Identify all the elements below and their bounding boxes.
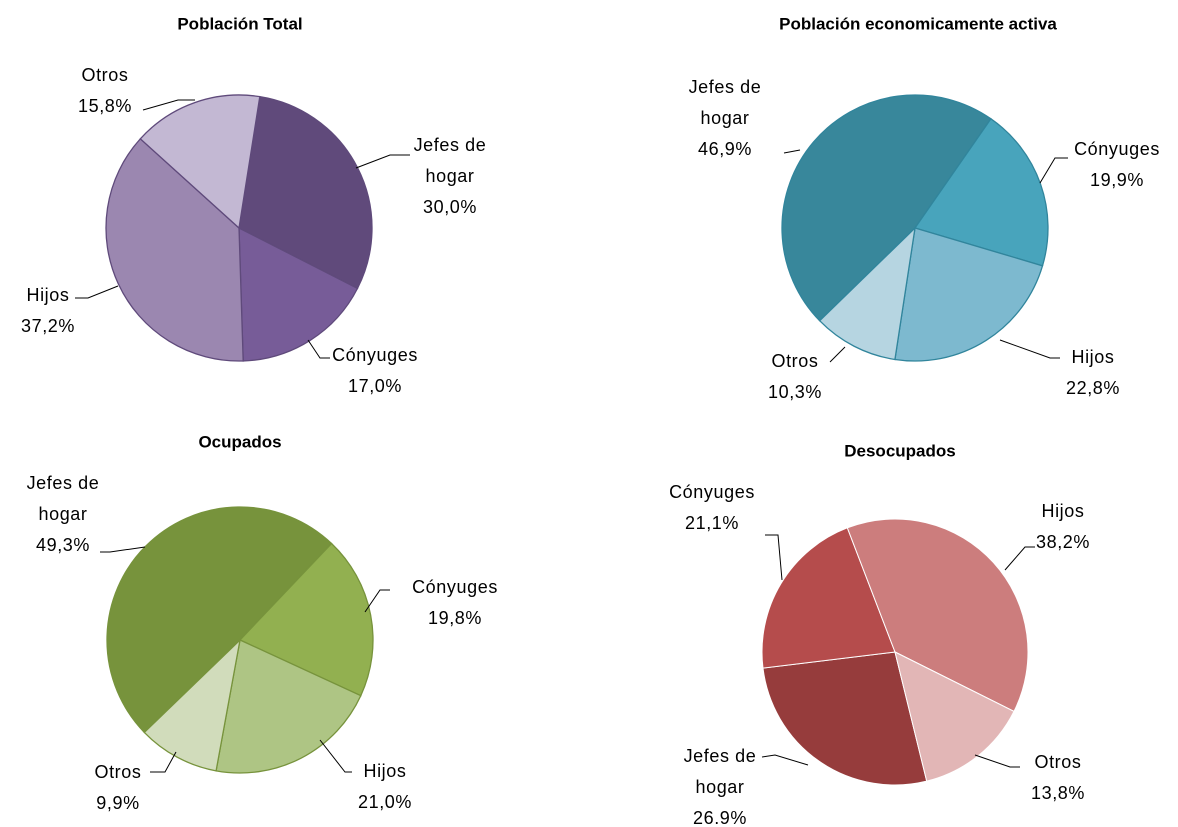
value-label: 46,9% xyxy=(697,139,753,159)
pie-slice xyxy=(762,651,928,786)
chart-title: Población economicamente activa xyxy=(779,14,1057,33)
pie-slice xyxy=(139,94,261,230)
leader-line xyxy=(761,754,809,766)
data-label: Hijos 21,0% xyxy=(330,756,440,818)
category-label: Otros xyxy=(94,762,142,782)
category-label: Cónyuges xyxy=(1074,139,1160,159)
data-label: Otros 10,3% xyxy=(740,346,850,408)
leader-line xyxy=(150,751,177,773)
data-label: Hijos 37,2% xyxy=(0,280,103,342)
category-label: Hijos xyxy=(1041,501,1085,521)
data-label: Otros 13,8% xyxy=(1003,747,1113,809)
data-label: Jefes de hogar 30,0% xyxy=(395,130,505,223)
leader-line xyxy=(783,149,801,154)
leader-line xyxy=(829,346,846,363)
data-label: Jefes de hogar 49,3% xyxy=(8,468,118,561)
value-label: 21,1% xyxy=(684,513,740,533)
data-label: Jefes de hogar 46,9% xyxy=(670,72,780,165)
data-label: Cónyuges 19,9% xyxy=(1062,134,1172,196)
data-label: Hijos 38,2% xyxy=(1008,496,1118,558)
data-label: Cónyuges 21,1% xyxy=(657,477,767,539)
category-label: Jefes de hogar xyxy=(683,746,757,797)
value-label: 49,3% xyxy=(35,535,91,555)
pie-slice xyxy=(846,518,1029,713)
value-label: 37,2% xyxy=(20,316,76,336)
category-label: Jefes de hogar xyxy=(413,135,487,186)
value-label: 30,0% xyxy=(422,197,478,217)
data-label: Otros 15,8% xyxy=(50,60,160,122)
leader-line xyxy=(142,99,195,111)
category-label: Otros xyxy=(81,65,129,85)
pie-slice xyxy=(781,94,992,322)
pie-slice xyxy=(913,117,1049,267)
category-label: Cónyuges xyxy=(669,482,755,502)
value-label: 26.9% xyxy=(692,808,748,827)
leader-line xyxy=(765,534,783,581)
category-label: Otros xyxy=(771,351,819,371)
chart-title: Población Total xyxy=(177,14,302,33)
pie-slice xyxy=(761,527,896,669)
value-label: 10,3% xyxy=(767,382,823,402)
value-label: 15,8% xyxy=(77,96,133,116)
data-label: Cónyuges 17,0% xyxy=(320,340,430,402)
pie-slice xyxy=(818,226,916,361)
leader-line xyxy=(100,546,146,553)
category-label: Hijos xyxy=(26,285,70,305)
chart-title: Ocupados xyxy=(198,432,281,451)
category-label: Jefes de hogar xyxy=(26,473,100,524)
pie-slice xyxy=(238,226,359,362)
chart-title: Desocupados xyxy=(844,441,955,460)
category-label: Hijos xyxy=(363,761,407,781)
leader-line xyxy=(355,154,410,169)
data-label: Hijos 22,8% xyxy=(1038,342,1148,404)
pie-slice xyxy=(106,506,333,734)
value-label: 19,9% xyxy=(1089,170,1145,190)
leader-line xyxy=(75,285,119,299)
leader-line xyxy=(364,589,390,613)
category-label: Hijos xyxy=(1071,347,1115,367)
leader-line xyxy=(999,339,1060,359)
pie-slice xyxy=(143,638,242,772)
value-label: 13,8% xyxy=(1030,783,1086,803)
pie-slice xyxy=(894,227,1044,362)
value-label: 17,0% xyxy=(347,376,403,396)
category-label: Cónyuges xyxy=(412,577,498,597)
value-label: 9,9% xyxy=(96,793,140,813)
category-label: Jefes de hogar xyxy=(688,77,762,128)
value-label: 38,2% xyxy=(1035,532,1091,552)
pie-slice xyxy=(105,137,244,362)
pie-slice xyxy=(215,639,362,774)
leader-line xyxy=(1039,157,1068,184)
pie-slice xyxy=(238,542,374,697)
category-label: Cónyuges xyxy=(332,345,418,365)
leader-line xyxy=(319,739,352,773)
value-label: 21,0% xyxy=(357,792,413,812)
data-label: Cónyuges 19,8% xyxy=(400,572,510,634)
leader-line xyxy=(307,339,330,359)
leader-line xyxy=(1004,546,1035,571)
data-label: Otros 9,9% xyxy=(63,757,173,819)
value-label: 19,8% xyxy=(427,608,483,628)
leader-line xyxy=(974,754,1020,768)
data-label: Jefes de hogar 26.9% xyxy=(665,741,775,827)
value-label: 22,8% xyxy=(1065,378,1121,398)
category-label: Otros xyxy=(1034,752,1082,772)
